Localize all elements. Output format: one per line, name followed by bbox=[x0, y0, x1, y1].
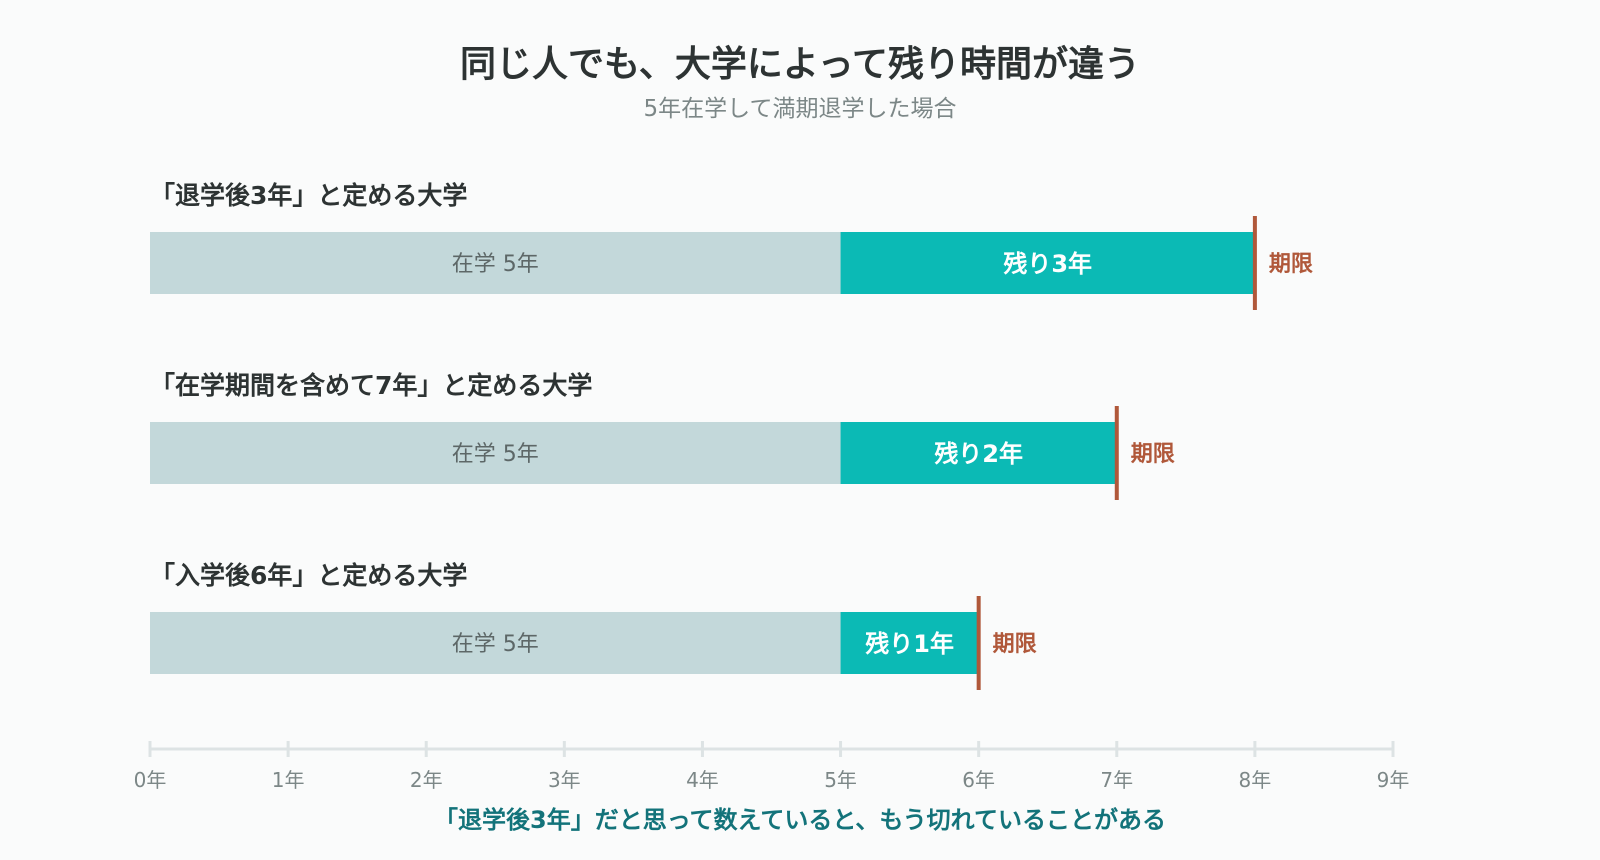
remaining-bar bbox=[840, 422, 1117, 484]
deadline-label: 期限 bbox=[1131, 442, 1175, 467]
remaining-bar-label: 残り3年 bbox=[1003, 250, 1092, 278]
x-tick-label: 4年 bbox=[686, 768, 719, 792]
remaining-bar-label: 残り2年 bbox=[934, 440, 1023, 468]
x-tick-label: 3年 bbox=[548, 768, 581, 792]
category-label: 「入学後6年」と定める大学 bbox=[150, 561, 467, 590]
enrolled-bar-label: 在学 5年 bbox=[452, 442, 539, 467]
category-label: 「在学期間を含めて7年」と定める大学 bbox=[150, 371, 592, 400]
x-tick-label: 8年 bbox=[1239, 768, 1272, 792]
x-tick-label: 0年 bbox=[134, 768, 167, 792]
remaining-bar bbox=[840, 232, 1255, 294]
x-tick-label: 5年 bbox=[824, 768, 857, 792]
chart-subtitle: 5年在学して満期退学した場合 bbox=[644, 96, 957, 122]
enrolled-bar bbox=[150, 422, 841, 484]
enrolled-bar-label: 在学 5年 bbox=[452, 252, 539, 277]
deadline-label: 期限 bbox=[993, 632, 1037, 657]
x-tick-label: 7年 bbox=[1100, 768, 1133, 792]
remaining-bar bbox=[840, 612, 979, 674]
x-tick-label: 1年 bbox=[272, 768, 305, 792]
chart-title: 同じ人でも、大学によって残り時間が違う bbox=[460, 43, 1140, 85]
x-tick-label: 6年 bbox=[962, 768, 995, 792]
remaining-bar-label: 残り1年 bbox=[865, 630, 954, 658]
chart-footnote: 「退学後3年」だと思って数えていると、もう切れていることがある bbox=[434, 806, 1166, 834]
x-axis: 0年 1年 2年 3年 4年 5年 6年 7年 8年 9年 bbox=[134, 741, 1410, 792]
deadline-label: 期限 bbox=[1269, 252, 1313, 277]
enrolled-bar bbox=[150, 612, 841, 674]
enrolled-bar bbox=[150, 232, 841, 294]
x-tick-label: 2年 bbox=[410, 768, 443, 792]
category-label: 「退学後3年」と定める大学 bbox=[150, 181, 467, 210]
x-tick-label: 9年 bbox=[1377, 768, 1410, 792]
enrolled-bar-label: 在学 5年 bbox=[452, 632, 539, 657]
